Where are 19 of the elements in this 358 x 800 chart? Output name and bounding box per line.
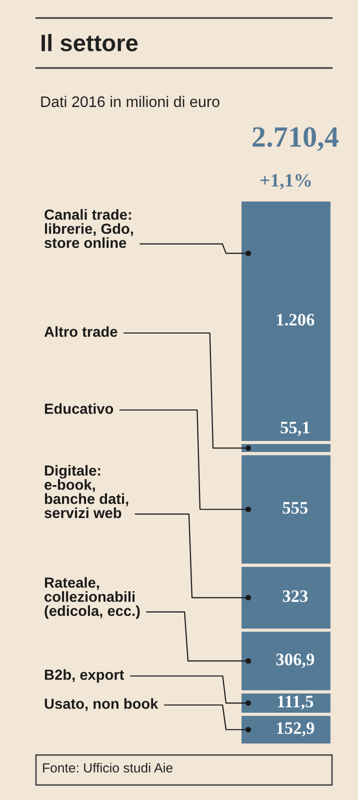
text: Educativo [44,403,114,414]
text: Usato, non book [44,698,158,712]
data-label: 1.206 [277,314,314,326]
text: B2b, export [44,669,124,683]
chart-subtitle: Dati 2016 in milioni di euro [41,96,220,108]
text: Altro trade [44,326,118,337]
text: Rateale, collezionabili (edicola, ecc.) [44,577,140,619]
data-label: 555 [282,502,308,514]
total-label: 2.710,4 [252,127,338,152]
chart-title: Il settore [42,34,138,52]
data-label: 55,1 [280,422,310,436]
data-label: 323 [282,590,308,602]
source-note: Fonte: Ufficio studi Aie [43,762,172,773]
data-label: 152,9 [277,722,314,736]
text: Digitale: e-book, banche dati, servizi web [44,464,128,518]
text: Canali trade: librerie, Gdo, store online [44,209,133,248]
text: +1,1% [260,174,311,190]
data-label: 306,9 [276,654,314,668]
data-label: 111,5 [278,696,314,710]
